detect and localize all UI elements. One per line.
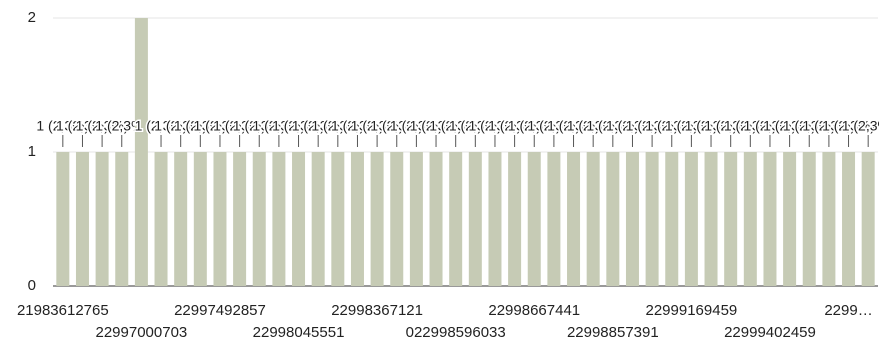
bar xyxy=(115,152,129,286)
bar xyxy=(547,152,561,286)
bar xyxy=(842,152,856,286)
data-label: 1 (2,3%) xyxy=(154,118,207,134)
bar xyxy=(311,152,325,286)
x-tick-label: 22997000703 xyxy=(96,324,188,341)
bar xyxy=(95,152,109,286)
bar xyxy=(449,152,463,286)
data-label: 1 (2,3%) xyxy=(508,118,561,134)
bar xyxy=(802,152,816,286)
x-tick-label: 22999402459 xyxy=(724,324,816,341)
data-label: 1 (2,3%) xyxy=(194,118,247,134)
bar xyxy=(233,152,247,286)
bar xyxy=(331,152,345,286)
data-label: 1 (2,3%) xyxy=(370,118,423,134)
data-label: 1 (2,3%) xyxy=(724,118,777,134)
data-label: 1 (2,3%) xyxy=(56,118,109,134)
bar xyxy=(272,152,286,286)
bar xyxy=(56,152,70,286)
bar xyxy=(625,152,639,286)
x-tick-label: 21983612765 xyxy=(17,302,109,319)
data-label: 1 (2,3%) xyxy=(685,118,738,134)
data-label: 1 (2,3%) xyxy=(390,118,443,134)
bar xyxy=(134,18,148,286)
bar xyxy=(822,152,836,286)
data-label: 1 (2,3%) xyxy=(704,118,757,134)
data-label: 1 (2,3%) xyxy=(292,118,345,134)
bar xyxy=(763,152,777,286)
data-label: 1 (2,3%) xyxy=(802,118,855,134)
bar xyxy=(645,152,659,286)
bar xyxy=(586,152,600,286)
bar xyxy=(724,152,738,286)
x-tick-label: 22997492857 xyxy=(174,302,266,319)
data-label: 1 (2,3%) xyxy=(174,118,227,134)
y-tick-label: 2 xyxy=(28,9,36,26)
bar xyxy=(527,152,541,286)
data-label: 1 (2,3%) xyxy=(233,118,286,134)
data-label: 1 (2,3%) xyxy=(665,118,718,134)
data-label: 1 (2,3%) xyxy=(842,118,879,134)
x-tick-label: 22998045551 xyxy=(253,324,345,341)
data-label: 1 (2,3%) xyxy=(135,118,188,134)
x-tick-label: 22999169459 xyxy=(646,302,738,319)
data-label: 1 (2,3%) xyxy=(449,118,502,134)
y-tick-label: 1 xyxy=(28,143,36,160)
data-label: 1 (2,3%) xyxy=(606,118,659,134)
bar xyxy=(508,152,522,286)
data-label: 1 (2,3%) xyxy=(429,118,482,134)
bar xyxy=(174,152,188,286)
data-label: 1 (2,3%) xyxy=(36,118,89,134)
x-tick-label: 2299… xyxy=(824,302,872,319)
data-label: 1 (2,3%) xyxy=(744,118,797,134)
bar xyxy=(488,152,502,286)
data-label: 1 (2,3%) xyxy=(311,118,364,134)
data-label: 1 (2,3%) xyxy=(547,118,600,134)
bar xyxy=(743,152,757,286)
data-label: 1 (2,3%) xyxy=(586,118,639,134)
bar xyxy=(390,152,404,286)
x-tick-label: 022998596033 xyxy=(406,324,506,341)
data-label: 1 (2,3%) xyxy=(213,118,266,134)
y-tick-label: 0 xyxy=(28,277,36,294)
bar xyxy=(783,152,797,286)
bar xyxy=(468,152,482,286)
data-label: 1 (2,3%) xyxy=(76,118,129,134)
data-label: 1 (2,3%) xyxy=(488,118,541,134)
data-label: 1 (2,3%) xyxy=(567,118,620,134)
data-label: 1 (2,3%) xyxy=(469,118,522,134)
bar xyxy=(193,152,207,286)
x-tick-label: 22998857391 xyxy=(567,324,659,341)
data-label: 1 (2,3%) xyxy=(331,118,384,134)
data-label: 1 (2,3%) xyxy=(410,118,463,134)
bar xyxy=(704,152,718,286)
plot-area: 1 (2,3%)1 (2,3%)1 (2,3%)1 (2,3%)2 (4,7%)… xyxy=(35,18,879,286)
bar xyxy=(75,152,89,286)
data-label: 1 (2,3%) xyxy=(626,118,679,134)
bar xyxy=(606,152,620,286)
data-label: 1 (2,3%) xyxy=(822,118,875,134)
bar xyxy=(684,152,698,286)
data-label: 1 (2,3%) xyxy=(763,118,816,134)
data-label: 1 (2,3%) xyxy=(527,118,580,134)
bar xyxy=(567,152,581,286)
bar xyxy=(861,152,875,286)
bar xyxy=(213,152,227,286)
bar xyxy=(370,152,384,286)
bar xyxy=(429,152,443,286)
bar xyxy=(409,152,423,286)
bar xyxy=(154,152,168,286)
bar xyxy=(292,152,306,286)
bar xyxy=(665,152,679,286)
x-tick-label: 22998367121 xyxy=(331,302,423,319)
bar xyxy=(252,152,266,286)
data-label: 1 (2,3%) xyxy=(272,118,325,134)
x-tick-label: 22998667441 xyxy=(488,302,580,319)
bar xyxy=(350,152,364,286)
data-label: 1 (2,3%) xyxy=(351,118,404,134)
data-label: 1 (2,3%) xyxy=(783,118,836,134)
data-label: 1 (2,3%) xyxy=(252,118,305,134)
data-label: 1 (2,3%) xyxy=(645,118,698,134)
